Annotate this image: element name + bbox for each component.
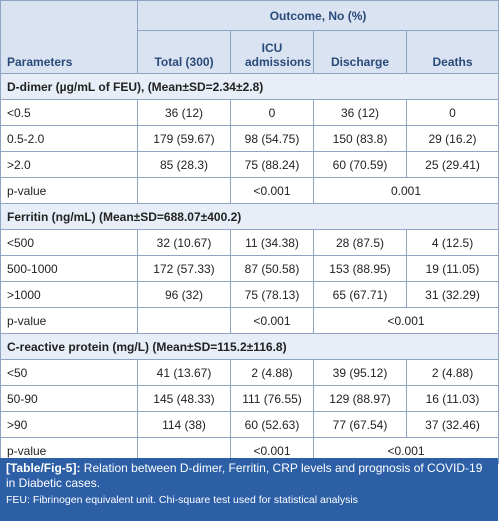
section-title: C-reactive protein (mg/L) (Mean±SD=115.2… <box>0 333 500 360</box>
caption-text: Relation between D-dimer, Ferritin, CRP … <box>6 461 483 490</box>
cell <box>137 307 231 334</box>
cell: 85 (28.3) <box>137 151 231 178</box>
cell: 4 (12.5) <box>405 229 500 256</box>
section-title: D-dimer (µg/mL of FEU), (Mean±SD=2.34±2.… <box>0 73 500 100</box>
caption-main: [Table/Fig-5]: Relation between D-dimer,… <box>6 461 492 491</box>
data-row: <50 41 (13.67) 2 (4.88) 39 (95.12) 2 (4.88) <box>0 359 500 386</box>
row-label: <50 <box>0 359 138 386</box>
cell: 37 (32.46) <box>405 411 500 438</box>
header-cell: Discharge <box>313 30 407 74</box>
table-body: D-dimer (µg/mL of FEU), (Mean±SD=2.34±2.… <box>0 73 500 464</box>
row-label: <0.5 <box>0 99 138 126</box>
cell: 29 (16.2) <box>405 125 500 152</box>
caption-label: [Table/Fig-5]: <box>6 461 81 475</box>
header-cell: ICU admissions <box>230 30 314 74</box>
cell: 77 (67.54) <box>313 411 407 438</box>
cell: 0.001 <box>312 177 500 204</box>
cell: 25 (29.41) <box>405 151 500 178</box>
caption-note: FEU: Fibrinogen equivalent unit. Chi-squ… <box>6 494 358 506</box>
row-label: 50-90 <box>0 385 138 412</box>
header-group: Outcome, No (%) <box>136 0 500 31</box>
cell: <0.001 <box>230 177 314 204</box>
cell: 16 (11.03) <box>405 385 500 412</box>
data-row: 0.5-2.0 179 (59.67) 98 (54.75) 150 (83.8) 29… <box>0 125 500 152</box>
cell: 60 (52.63) <box>230 411 314 438</box>
cell: 98 (54.75) <box>230 125 314 152</box>
cell: 65 (67.71) <box>313 281 407 308</box>
cell: 31 (32.29) <box>405 281 500 308</box>
cell: <0.001 <box>230 307 314 334</box>
data-row: 500-1000 172 (57.33) 87 (50.58) 153 (88.95)… <box>0 255 500 282</box>
cell: 172 (57.33) <box>137 255 231 282</box>
data-row: 50-90 145 (48.33) 111 (76.55) 129 (88.97) 16… <box>0 385 500 412</box>
header-cell: Total (300) <box>137 30 231 74</box>
section-row: D-dimer (µg/mL of FEU), (Mean±SD=2.34±2.… <box>0 73 500 100</box>
row-label: 500-1000 <box>0 255 138 282</box>
cell: 41 (13.67) <box>137 359 231 386</box>
cell: 145 (48.33) <box>137 385 231 412</box>
row-label: p-value <box>0 177 138 204</box>
cell: 36 (12) <box>313 99 407 126</box>
header-row: Parameters Outcome, No (%) <box>0 0 500 74</box>
cell: 2 (4.88) <box>230 359 314 386</box>
table: Parameters Outcome, No (%) Total (300) I… <box>0 0 500 464</box>
header-cell: Deaths <box>405 30 500 74</box>
cell: 39 (95.12) <box>313 359 407 386</box>
cell: 111 (76.55) <box>230 385 314 412</box>
row-label: >2.0 <box>0 151 138 178</box>
row-label: <500 <box>0 229 138 256</box>
cell: 96 (32) <box>137 281 231 308</box>
section-row: Ferritin (ng/mL) (Mean±SD=688.07±400.2) <box>0 203 500 230</box>
caption: [Table/Fig-5]: Relation between D-dimer,… <box>0 458 498 521</box>
cell: <0.001 <box>312 307 500 334</box>
cell: 28 (87.5) <box>313 229 407 256</box>
row-label: 0.5-2.0 <box>0 125 138 152</box>
cell: 2 (4.88) <box>405 359 500 386</box>
cell: 87 (50.58) <box>230 255 314 282</box>
data-row: >1000 96 (32) 75 (78.13) 65 (67.71) 31 (32.2… <box>0 281 500 308</box>
cell: 114 (38) <box>137 411 231 438</box>
pvalue-row: p-value <0.001 0.001 <box>0 177 500 204</box>
cell: 179 (59.67) <box>137 125 231 152</box>
table-header: Parameters Outcome, No (%) Total (300) I… <box>0 0 500 74</box>
data-row: >90 114 (38) 60 (52.63) 77 (67.54) 37 (32.46… <box>0 411 500 438</box>
cell: 129 (88.97) <box>313 385 407 412</box>
data-row: <500 32 (10.67) 11 (34.38) 28 (87.5) 4 (12.5… <box>0 229 500 256</box>
cell: 19 (11.05) <box>405 255 500 282</box>
cell: 11 (34.38) <box>230 229 314 256</box>
cell: 75 (78.13) <box>230 281 314 308</box>
row-label: >90 <box>0 411 138 438</box>
header-row: Total (300) ICU admissions Discharge Dea… <box>1 30 500 74</box>
cell: 0 <box>405 99 500 126</box>
cell: 75 (88.24) <box>230 151 314 178</box>
cell: 60 (70.59) <box>313 151 407 178</box>
cell: 32 (10.67) <box>137 229 231 256</box>
section-row: C-reactive protein (mg/L) (Mean±SD=115.2… <box>0 333 500 360</box>
cell: 150 (83.8) <box>313 125 407 152</box>
header-cell: Parameters <box>0 0 138 74</box>
cell: 36 (12) <box>137 99 231 126</box>
row-label: p-value <box>0 307 138 334</box>
row-label: >1000 <box>0 281 138 308</box>
section-title: Ferritin (ng/mL) (Mean±SD=688.07±400.2) <box>0 203 500 230</box>
cell: 0 <box>230 99 314 126</box>
data-row: <0.5 36 (12) 0 36 (12) 0 <box>0 99 500 126</box>
pvalue-row: p-value <0.001 <0.001 <box>0 307 500 334</box>
data-row: >2.0 85 (28.3) 75 (88.24) 60 (70.59) 25 (29.… <box>0 151 500 178</box>
cell <box>137 177 231 204</box>
cell: 153 (88.95) <box>313 255 407 282</box>
